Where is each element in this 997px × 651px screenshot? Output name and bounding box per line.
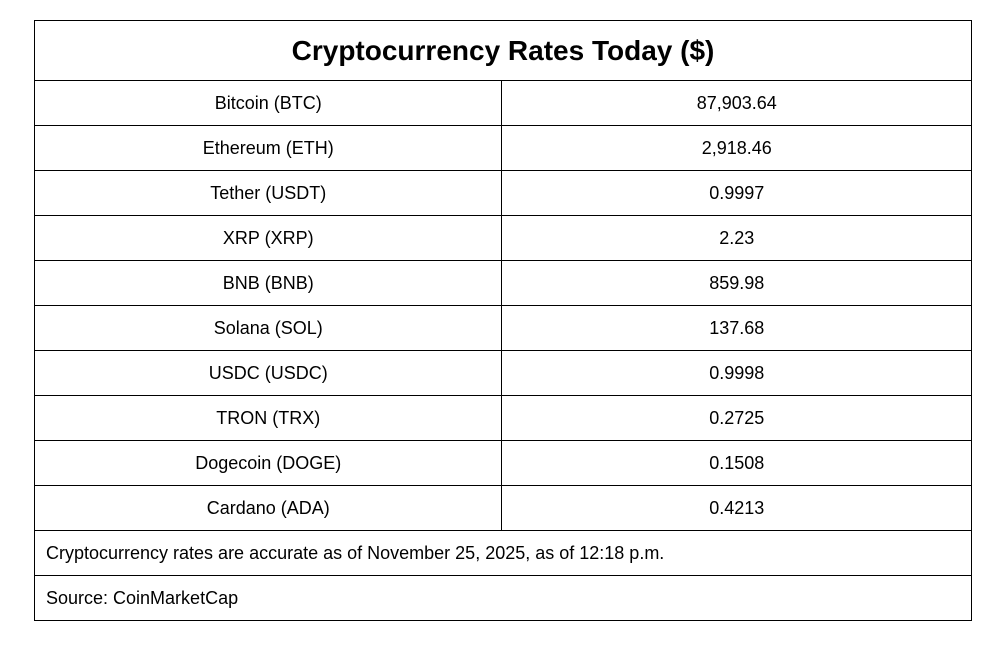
title-row: Cryptocurrency Rates Today ($): [34, 20, 972, 81]
rates-table: Cryptocurrency Rates Today ($) Bitcoin (…: [33, 20, 972, 621]
currency-rate-cell: 87,903.64: [501, 80, 972, 126]
currency-rate-cell: 0.9998: [501, 350, 972, 396]
table-row: Cardano (ADA) 0.4213: [33, 485, 972, 531]
table-row: TRON (TRX) 0.2725: [33, 395, 972, 441]
currency-name-cell: Solana (SOL): [33, 305, 503, 351]
table-body: Cryptocurrency Rates Today ($) Bitcoin (…: [33, 20, 972, 621]
timestamp-note: Cryptocurrency rates are accurate as of …: [34, 530, 972, 576]
currency-rate-cell: 0.9997: [501, 170, 972, 216]
table-row: Solana (SOL) 137.68: [33, 305, 972, 351]
table-row: Ethereum (ETH) 2,918.46: [33, 125, 972, 171]
currency-name-cell: Dogecoin (DOGE): [33, 440, 503, 486]
currency-rate-cell: 859.98: [501, 260, 972, 306]
currency-name-cell: Bitcoin (BTC): [33, 80, 503, 126]
currency-rate-cell: 137.68: [501, 305, 972, 351]
table-row: Bitcoin (BTC) 87,903.64: [33, 80, 972, 126]
table-title: Cryptocurrency Rates Today ($): [34, 20, 972, 81]
currency-rate-cell: 0.4213: [501, 485, 972, 531]
currency-rate-cell: 2,918.46: [501, 125, 972, 171]
table-row: Dogecoin (DOGE) 0.1508: [33, 440, 972, 486]
currency-rate-cell: 0.1508: [501, 440, 972, 486]
currency-name-cell: USDC (USDC): [33, 350, 503, 396]
source-note: Source: CoinMarketCap: [34, 575, 972, 621]
currency-rate-cell: 0.2725: [501, 395, 972, 441]
currency-rate-cell: 2.23: [501, 215, 972, 261]
table-row: BNB (BNB) 859.98: [33, 260, 972, 306]
note-row: Cryptocurrency rates are accurate as of …: [34, 530, 972, 576]
currency-name-cell: Ethereum (ETH): [33, 125, 503, 171]
table-row: USDC (USDC) 0.9998: [33, 350, 972, 396]
currency-name-cell: Tether (USDT): [33, 170, 503, 216]
currency-name-cell: XRP (XRP): [33, 215, 503, 261]
source-row: Source: CoinMarketCap: [34, 575, 972, 621]
currency-name-cell: Cardano (ADA): [33, 485, 503, 531]
currency-name-cell: TRON (TRX): [33, 395, 503, 441]
table-row: Tether (USDT) 0.9997: [33, 170, 972, 216]
currency-name-cell: BNB (BNB): [33, 260, 503, 306]
table-row: XRP (XRP) 2.23: [33, 215, 972, 261]
